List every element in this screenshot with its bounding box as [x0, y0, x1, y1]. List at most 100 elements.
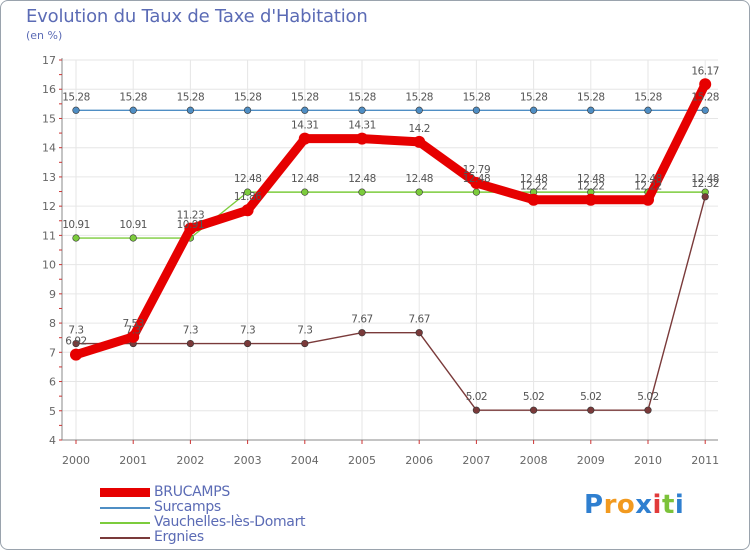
data-point [301, 106, 309, 114]
data-point [298, 132, 311, 145]
data-label: 12.22 [520, 181, 548, 193]
data-label: 7.67 [351, 314, 372, 326]
logo-letter: i [674, 490, 685, 520]
data-point [472, 106, 481, 114]
data-label: 6.92 [65, 336, 86, 348]
y-tick-label: 5 [49, 405, 56, 418]
x-tick-label: 2003 [234, 454, 262, 467]
data-point [244, 339, 252, 348]
legend-item: Surcamps [100, 499, 360, 515]
data-point [642, 193, 654, 206]
data-label: 12.79 [463, 164, 491, 176]
data-label: 5.02 [580, 391, 601, 403]
data-point [529, 406, 538, 414]
data-point [186, 339, 194, 348]
data-point [129, 106, 137, 114]
chart-title: Evolution du Taux de Taxe d'Habitation [26, 6, 368, 27]
data-label: 10.91 [177, 219, 205, 231]
data-label: 12.32 [691, 178, 719, 190]
data-point [415, 329, 423, 337]
data-point [127, 330, 140, 343]
logo-letter: o [616, 490, 636, 520]
x-tick-label: 2010 [634, 454, 662, 467]
y-tick-label: 7 [49, 346, 56, 359]
data-label: 15.28 [691, 91, 719, 103]
y-tick-label: 10 [42, 259, 56, 272]
x-tick-label: 2002 [176, 454, 204, 467]
legend-swatch [100, 507, 150, 509]
data-label: 12.48 [405, 173, 433, 185]
data-label: 12.22 [634, 181, 662, 193]
data-label: 5.02 [466, 391, 487, 403]
data-point [72, 234, 80, 242]
legend-item: Ergnies [100, 529, 360, 545]
data-point [587, 406, 595, 414]
data-point [244, 106, 252, 114]
legend-item: BRUCAMPS [100, 484, 360, 500]
data-point [358, 106, 366, 114]
data-label: 16.17 [691, 65, 719, 77]
data-point [70, 348, 82, 361]
legend-swatch [100, 488, 150, 497]
data-point [129, 234, 137, 242]
logo-letter: t [661, 490, 675, 520]
data-label: 11.86 [234, 191, 262, 203]
chart-unit-label: (en %) [26, 29, 63, 42]
x-tick-label: 2009 [577, 454, 605, 467]
data-point [644, 406, 652, 414]
data-label: 15.28 [577, 91, 605, 103]
data-point [358, 188, 366, 196]
series-line-brucamps [71, 79, 710, 360]
logo-letter: i [652, 490, 662, 520]
legend-label: Surcamps [154, 499, 221, 515]
data-label: 12.48 [234, 173, 262, 185]
data-label: 10.91 [119, 219, 147, 231]
data-label: 7.67 [409, 314, 430, 326]
data-point [241, 204, 254, 217]
data-label: 12.48 [291, 173, 319, 185]
y-tick-label: 15 [42, 112, 56, 125]
y-tick-label: 6 [49, 376, 56, 389]
data-point [529, 106, 538, 114]
x-tick-label: 2006 [405, 454, 433, 467]
data-label: 15.28 [62, 91, 90, 103]
data-point [644, 106, 652, 114]
data-point [472, 406, 481, 414]
data-point [584, 193, 597, 206]
legend-swatch [100, 522, 150, 524]
data-point [413, 135, 426, 148]
y-tick-label: 4 [49, 434, 56, 447]
data-point [186, 106, 194, 114]
data-point [472, 188, 481, 196]
data-label: 7.3 [183, 325, 198, 337]
data-label: 12.48 [634, 173, 662, 185]
y-tick-label: 11 [42, 229, 56, 242]
y-tick-label: 13 [42, 171, 56, 184]
data-label: 15.28 [520, 91, 548, 103]
logo-letter: r [603, 490, 617, 520]
data-label: 12.48 [520, 173, 548, 185]
data-label: 7.53 [123, 318, 144, 330]
data-point [701, 193, 709, 201]
y-tick-label: 17 [42, 54, 56, 67]
y-tick-label: 14 [42, 142, 56, 155]
data-label: 14.31 [348, 120, 376, 132]
data-point [184, 222, 197, 235]
series-line-ergnies [75, 196, 706, 411]
data-point [72, 339, 80, 348]
logo-letter: x [635, 490, 653, 520]
data-label: 11.23 [177, 210, 205, 222]
data-label: 15.28 [634, 91, 662, 103]
x-tick-label: 2004 [291, 454, 319, 467]
data-label: 12.48 [348, 173, 376, 185]
data-label: 12.48 [463, 173, 491, 185]
data-point [527, 193, 540, 206]
data-point [587, 106, 595, 114]
data-label: 15.28 [463, 91, 491, 103]
data-point [415, 188, 423, 196]
x-tick-label: 2001 [119, 454, 147, 467]
data-label: 12.48 [691, 173, 719, 185]
data-point [701, 106, 709, 114]
